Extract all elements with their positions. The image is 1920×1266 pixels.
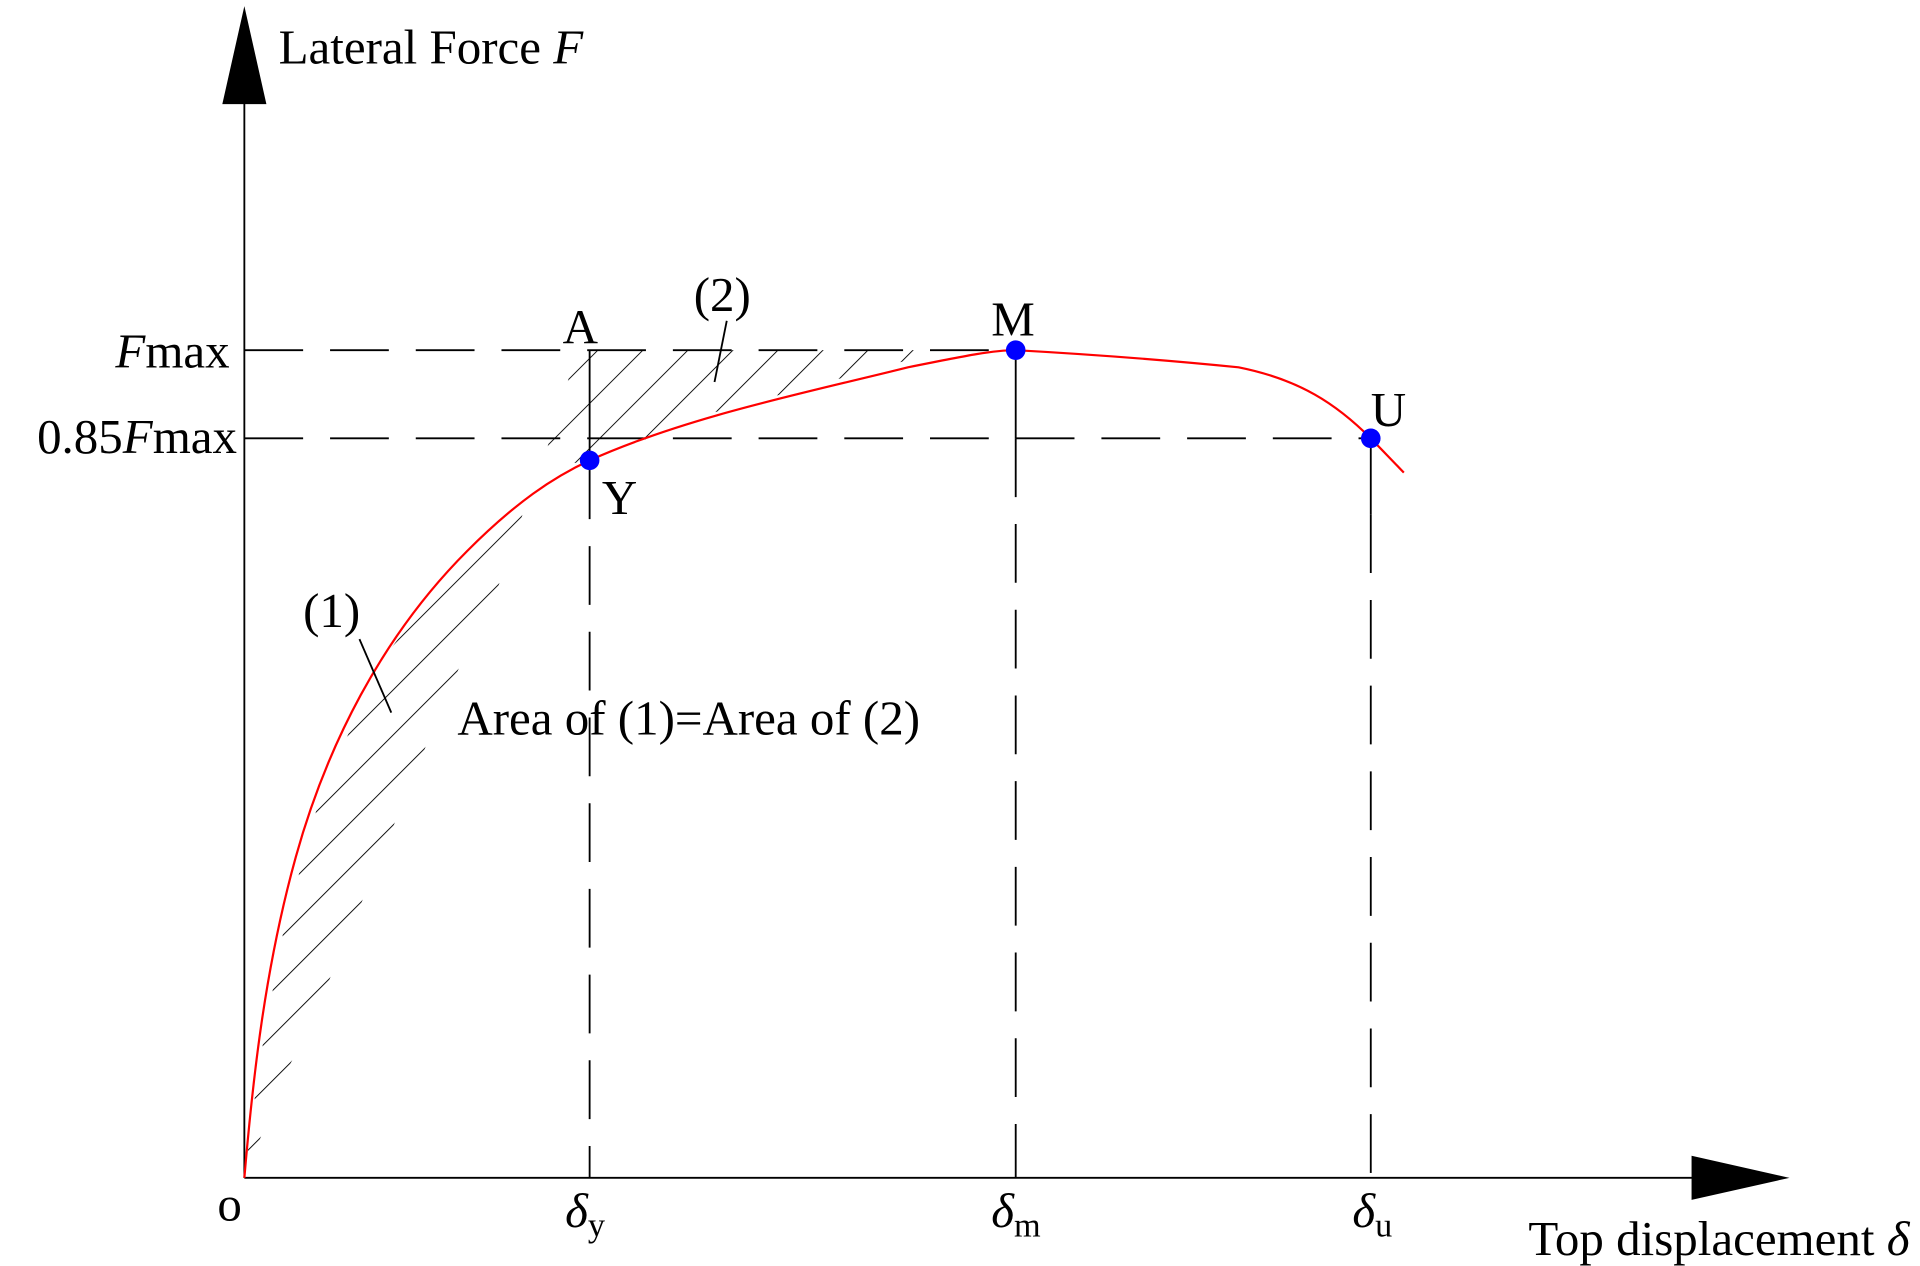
085-suffix: max <box>153 409 237 464</box>
du-symbol: δ <box>1352 1183 1376 1238</box>
y-label-text: Lateral Force <box>279 20 541 75</box>
dy-label: δy <box>565 1183 605 1245</box>
fmax-label: Fmax <box>114 323 229 378</box>
fmax-symbol: F <box>114 323 146 378</box>
hatch-region-1 <box>244 504 526 1178</box>
dm-label: δm <box>991 1183 1041 1245</box>
085-prefix: 0.85 <box>37 409 123 464</box>
point-m <box>1005 340 1026 360</box>
label-a: A <box>563 299 598 354</box>
label-m: M <box>991 291 1035 346</box>
dm-sub: m <box>1014 1207 1041 1245</box>
du-label: δu <box>1352 1183 1392 1245</box>
point-u <box>1360 428 1381 449</box>
x-label-text: Top displacement <box>1528 1211 1874 1266</box>
origin-label: o <box>217 1177 241 1232</box>
dm-symbol: δ <box>991 1183 1015 1238</box>
x-arrow <box>1691 1155 1790 1200</box>
leader-1 <box>358 638 393 713</box>
label-y: Y <box>602 470 637 525</box>
leader-2 <box>713 320 728 383</box>
du-sub: u <box>1375 1207 1392 1245</box>
x-axis-label: Top displacement δ <box>1528 1211 1910 1266</box>
area-note: Area of (1)=Area of (2) <box>457 691 920 746</box>
y-axis-label: Lateral Force F <box>279 20 585 75</box>
force-curve <box>243 349 1405 1178</box>
y-arrow <box>222 6 267 105</box>
fmax-suffix: max <box>145 323 229 378</box>
dy-sub: y <box>588 1207 605 1245</box>
label-region-2: (2) <box>694 267 751 322</box>
dy-symbol: δ <box>565 1183 589 1238</box>
label-u: U <box>1371 382 1406 437</box>
y-label-symbol: F <box>552 20 584 75</box>
085fmax-label: 0.85Fmax <box>37 409 237 464</box>
x-label-symbol: δ <box>1887 1211 1911 1266</box>
point-y <box>579 450 600 471</box>
085-symbol: F <box>122 409 154 464</box>
label-region-1: (1) <box>303 583 360 638</box>
hatch-region-2 <box>540 350 945 469</box>
